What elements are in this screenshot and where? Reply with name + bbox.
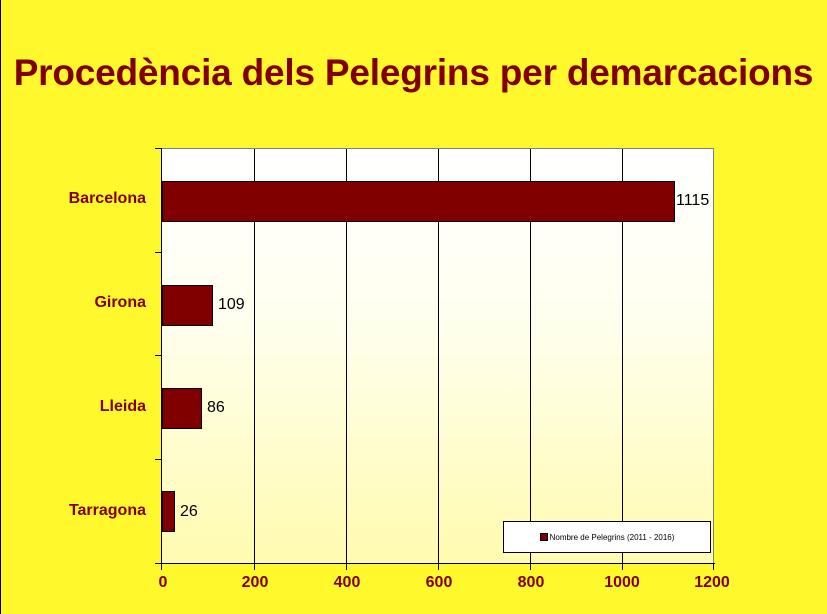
legend-label: Nombre de Pelegrins (2011 - 2016) [549,532,675,542]
category-label-tarragona: Tarragona [68,502,146,519]
gridline-200 [254,149,255,563]
x-tick [254,563,255,570]
gridline-400 [346,149,347,563]
x-tick [530,563,531,570]
x-tick-label: 800 [517,574,545,591]
value-label-girona: 109 [218,296,245,313]
gridline-600 [438,149,439,563]
x-tick [161,563,162,570]
x-tick [713,563,714,570]
x-tick [438,563,439,570]
legend-swatch-icon [539,533,548,541]
x-tick-label: 0 [158,574,168,591]
bar-girona [162,285,213,326]
value-label-barcelona: 1115 [676,192,710,209]
x-tick-label: 600 [425,574,453,591]
legend: Nombre de Pelegrins (2011 - 2016) [503,521,711,553]
plot-area: 1115 109 86 26 [162,148,714,563]
value-label-tarragona: 26 [180,503,198,520]
y-tick [155,148,162,149]
x-tick-label: 1200 [694,574,730,591]
category-label-lleida: Lleida [99,398,146,415]
gridline-1000 [622,149,623,563]
value-label-lleida: 86 [207,399,225,416]
category-label-girona: Girona [94,294,146,311]
x-tick [346,563,347,570]
gridline-800 [530,149,531,563]
x-tick-label: 1000 [604,574,640,591]
y-tick [155,459,162,460]
x-tick [622,563,623,570]
bar-lleida [162,388,202,429]
y-tick [155,252,162,253]
x-tick-label: 400 [333,574,361,591]
chart-title: Procedència dels Pelegrins per demarcaci… [13,52,814,93]
slide-left-border [0,0,1,614]
bar-tarragona [162,491,175,532]
x-tick-label: 200 [241,574,269,591]
category-label-barcelona: Barcelona [68,190,146,207]
bar-barcelona [162,181,675,222]
y-tick [155,355,162,356]
y-axis-line [161,148,162,564]
x-axis-line [155,563,715,564]
